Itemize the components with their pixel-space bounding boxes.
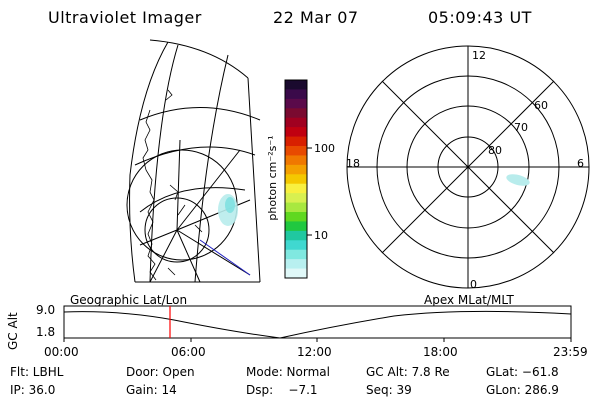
status-dsp: Dsp: −7.1 (246, 383, 318, 397)
timeline-y-tick-bottom: 1.8 (36, 325, 56, 339)
colorbar: 100 10 photon cm⁻²s⁻¹ (266, 79, 335, 279)
status-gc-alt: GC Alt: 7.8 Re (366, 365, 450, 379)
status-filter: Flt: LBHL (10, 365, 64, 379)
status-glat: GLat: −61.8 (486, 365, 559, 379)
lat-label-80: 80 (488, 144, 502, 157)
timeline-x-tick-0600: 06:00 (171, 345, 206, 359)
colorbar-band (285, 89, 307, 100)
colorbar-band (285, 108, 307, 119)
timeline-x-tick-1200: 12:00 (297, 345, 332, 359)
colorbar-band (285, 249, 307, 260)
observation-date: 22 Mar 07 (273, 8, 359, 27)
status-gain: Gain: 14 (126, 383, 177, 397)
colorbar-band (285, 98, 307, 109)
status-ip: IP: 36.0 (10, 383, 56, 397)
colorbar-band (285, 240, 307, 251)
altitude-curve (63, 310, 572, 339)
colorbar-band (285, 117, 307, 128)
status-seq: Seq: 39 (366, 383, 412, 397)
colorbar-band (285, 127, 307, 138)
instrument-title: Ultraviolet Imager (48, 8, 202, 27)
colorbar-band (285, 230, 307, 241)
colorbar-band (285, 136, 307, 147)
mlt-label-0: 0 (470, 278, 477, 291)
colorbar-band (285, 212, 307, 222)
timeline-x-tick-1800: 18:00 (423, 345, 458, 359)
status-door: Door: Open (126, 365, 195, 379)
timeline-right-caption: Apex MLat/MLT (424, 293, 514, 307)
timeline-y-axis-label: GC Alt (6, 312, 20, 350)
status-glon: GLon: 286.9 (486, 383, 559, 397)
colorbar-tick-100: 100 (314, 142, 335, 155)
observation-time: 05:09:43 UT (428, 8, 532, 27)
map-border (129, 39, 261, 283)
timeline-x-tick-2359: 23:59 (553, 345, 588, 359)
colorbar-band (285, 268, 307, 279)
status-mode: Mode: Normal (246, 365, 330, 379)
timeline-plot (63, 305, 572, 342)
timeline-left-caption: Geographic Lat/Lon (70, 293, 188, 307)
colorbar-band (285, 193, 307, 204)
colorbar-band (285, 221, 307, 232)
colorbar-band (285, 174, 307, 185)
colorbar-band (285, 164, 307, 175)
polar-plot: 12 0 18 6 60 70 80 (346, 45, 590, 291)
mlt-label-6: 6 (577, 157, 584, 170)
mlt-label-12: 12 (472, 49, 486, 62)
colorbar-band (285, 183, 307, 194)
colorbar-band (285, 202, 307, 213)
polar-emission (506, 174, 530, 186)
coastline-south-america (142, 89, 173, 281)
colorbar-band (285, 80, 307, 90)
timeline-x-tick-0000: 00:00 (44, 345, 79, 359)
colorbar-tick-10: 10 (314, 229, 328, 242)
colorbar-unit-label: photon cm⁻²s⁻¹ (266, 135, 279, 220)
lat-label-60: 60 (534, 99, 548, 112)
geographic-map (126, 39, 261, 283)
timeline-y-tick-top: 9.0 (36, 303, 56, 317)
mlt-label-18: 18 (346, 157, 360, 170)
lat-label-70: 70 (514, 121, 528, 134)
colorbar-band (285, 259, 307, 270)
colorbar-band (285, 146, 307, 156)
colorbar-band (285, 155, 307, 166)
